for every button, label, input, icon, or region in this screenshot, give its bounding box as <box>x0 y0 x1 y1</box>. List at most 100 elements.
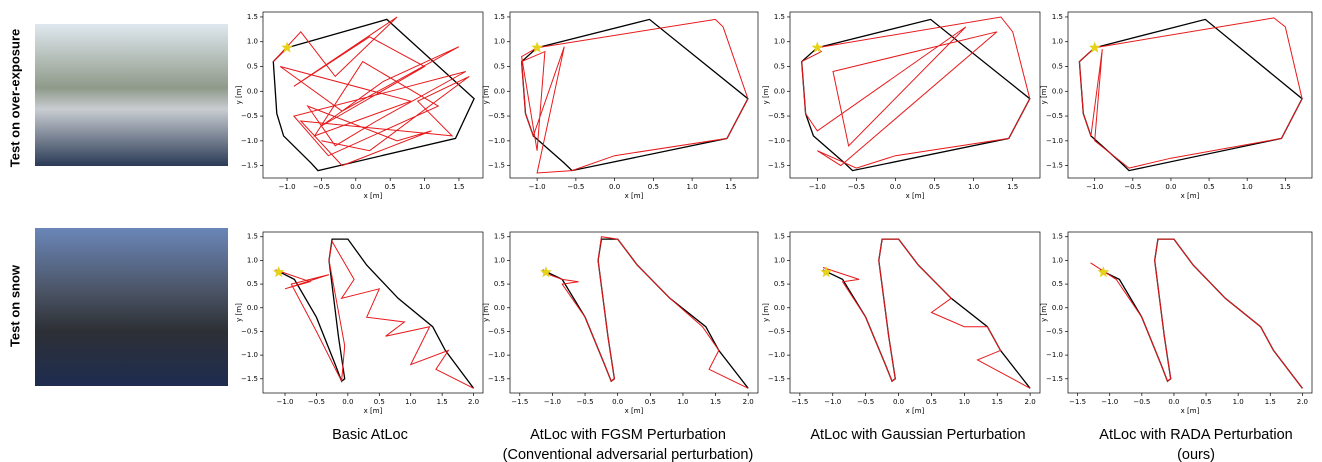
x-axis-label: x [m] <box>906 407 925 415</box>
y-tick-label: 1.5 <box>774 233 785 241</box>
y-tick-label: 0.5 <box>774 63 785 71</box>
trajectory <box>272 18 475 172</box>
start-marker <box>1088 41 1101 53</box>
x-tick-label: 1.0 <box>959 398 970 406</box>
trajectory <box>275 240 474 389</box>
x-tick-label: 2.0 <box>1297 398 1308 406</box>
x-tick-label: 0.0 <box>893 398 904 406</box>
x-tick-label: −1.5 <box>511 398 528 406</box>
y-tick-label: −0.5 <box>241 112 258 120</box>
caption: AtLoc with FGSM Perturbation <box>530 427 726 443</box>
x-tick-label: 0.0 <box>609 183 620 191</box>
x-tick-label: −1.5 <box>791 398 808 406</box>
y-tick-label: 0.5 <box>494 63 505 71</box>
y-tick-label: −1.5 <box>488 375 505 383</box>
start-marker <box>820 266 833 278</box>
trajectory <box>542 236 749 389</box>
x-tick-label: 1.5 <box>992 398 1003 406</box>
x-tick-label: 0.5 <box>1200 398 1211 406</box>
start-marker <box>281 41 293 53</box>
y-tick-label: 0.5 <box>494 280 505 288</box>
trajectory <box>1099 238 1303 389</box>
caption: (ours) <box>1177 447 1215 462</box>
y-tick-label: 0.0 <box>1052 87 1063 95</box>
y-axis-label: y [m] <box>1040 303 1048 322</box>
x-tick-label: −0.5 <box>857 398 874 406</box>
x-tick-label: −1.0 <box>809 183 826 191</box>
x-tick-label: −0.5 <box>308 398 325 406</box>
x-tick-label: −0.5 <box>1133 398 1150 406</box>
y-tick-label: 0.5 <box>1052 63 1063 71</box>
y-tick-label: 1.0 <box>494 38 505 46</box>
y-tick-label: 0.0 <box>247 304 258 312</box>
x-tick-label: 0.0 <box>1168 398 1179 406</box>
x-tick-label: 0.5 <box>929 183 940 191</box>
trajectory <box>272 16 470 167</box>
x-tick-label: 1.5 <box>1265 398 1276 406</box>
plot-frame <box>262 11 484 179</box>
x-tick-label: 0.5 <box>645 398 656 406</box>
y-tick-label: −1.0 <box>488 351 505 359</box>
x-axis-label: x [m] <box>625 192 644 200</box>
photo-over-exposure <box>35 24 228 166</box>
y-tick-label: −1.0 <box>1046 137 1063 145</box>
trajectory <box>1078 17 1303 169</box>
x-tick-label: 1.5 <box>710 398 721 406</box>
y-tick-label: 0.5 <box>774 280 785 288</box>
y-tick-label: 1.5 <box>247 233 258 241</box>
trajectory <box>521 18 749 174</box>
start-marker <box>272 266 285 278</box>
x-tick-label: −1.0 <box>824 398 841 406</box>
x-tick-label: −1.0 <box>544 398 561 406</box>
plot-frame <box>262 231 484 394</box>
x-tick-label: 2.0 <box>468 398 479 406</box>
plot-frame <box>509 231 759 394</box>
x-tick-label: 0.0 <box>612 398 623 406</box>
y-tick-label: 0.0 <box>774 304 785 312</box>
trajectory <box>275 238 475 389</box>
start-marker <box>811 41 824 53</box>
y-tick-label: −1.0 <box>241 351 258 359</box>
plot-frame <box>1067 231 1313 394</box>
y-tick-label: −1.5 <box>241 375 258 383</box>
row-label: Test on over-exposure <box>7 29 22 167</box>
y-axis-label: y [m] <box>482 303 490 322</box>
trajectory <box>801 18 1031 172</box>
y-tick-label: 1.0 <box>247 38 258 46</box>
y-tick-label: −1.5 <box>1046 375 1063 383</box>
x-axis-label: x [m] <box>364 192 383 200</box>
x-tick-label: 1.0 <box>405 398 416 406</box>
y-tick-label: 0.0 <box>494 304 505 312</box>
trajectory <box>1090 238 1303 389</box>
x-axis-label: x [m] <box>1181 192 1200 200</box>
x-tick-label: −1.0 <box>277 398 294 406</box>
x-tick-label: −0.5 <box>1124 183 1141 191</box>
y-tick-label: 1.5 <box>1052 233 1063 241</box>
y-tick-label: −1.0 <box>768 351 785 359</box>
plot-frame <box>789 231 1041 394</box>
y-axis-label: y [m] <box>1040 85 1048 104</box>
x-tick-label: 1.0 <box>677 398 688 406</box>
caption: AtLoc with Gaussian Perturbation <box>810 427 1025 443</box>
x-tick-label: 1.5 <box>1007 183 1018 191</box>
y-tick-label: −1.5 <box>1046 162 1063 170</box>
x-tick-label: 1.5 <box>1280 183 1291 191</box>
y-tick-label: −0.5 <box>768 112 785 120</box>
y-tick-label: −0.5 <box>1046 112 1063 120</box>
x-tick-label: 0.0 <box>350 183 361 191</box>
x-tick-label: −1.0 <box>529 183 546 191</box>
x-tick-label: 0.5 <box>926 398 937 406</box>
y-axis-label: y [m] <box>235 85 243 104</box>
start-marker <box>1097 266 1110 278</box>
y-tick-label: 0.5 <box>1052 280 1063 288</box>
start-marker <box>531 41 543 53</box>
x-tick-label: 1.0 <box>419 183 430 191</box>
x-tick-label: 0.0 <box>342 398 353 406</box>
x-tick-label: 1.0 <box>687 183 698 191</box>
x-tick-label: −1.0 <box>1101 398 1118 406</box>
y-tick-label: 1.5 <box>1052 13 1063 21</box>
y-tick-label: −1.5 <box>241 162 258 170</box>
y-tick-label: 1.0 <box>1052 256 1063 264</box>
y-tick-label: 0.0 <box>494 87 505 95</box>
trajectory <box>1078 18 1303 172</box>
